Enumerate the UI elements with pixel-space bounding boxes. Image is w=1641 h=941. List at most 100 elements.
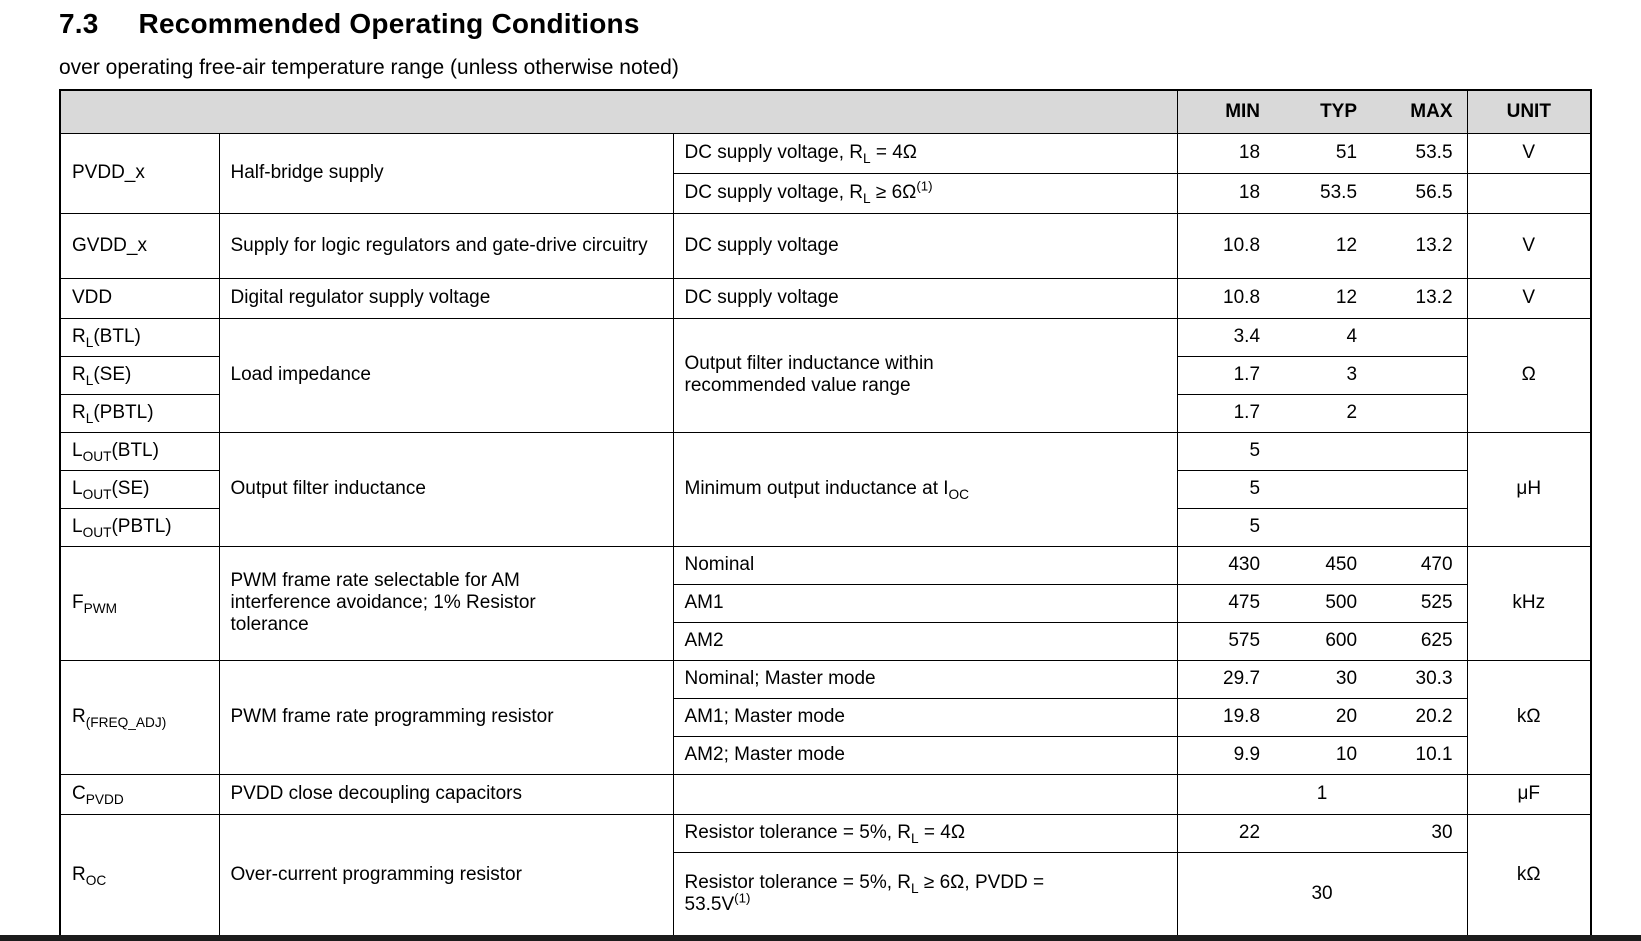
description-cell: PWM frame rate programming resistor [218, 659, 674, 775]
max-value-cell: 13.2 [1371, 212, 1468, 279]
table-row: RL(BTL) Load impedance Output filter ind… [59, 317, 1592, 433]
symbol-cell: PVDD_x [59, 132, 220, 214]
description-cell: PVDD close decoupling capacitors [218, 773, 674, 815]
max-value-cell: 525 [1371, 583, 1468, 623]
page-title: Recommended Operating Conditions [138, 8, 640, 39]
description-cell: Load impedance [218, 317, 674, 433]
min-value-cell: 5 [1177, 469, 1275, 509]
header-max: MAX [1371, 89, 1468, 134]
symbol-cell: LOUT(BTL) [59, 431, 220, 471]
description-cell: Half-bridge supply [218, 132, 674, 214]
max-value-cell: 470 [1371, 545, 1468, 585]
min-value-cell: 430 [1177, 545, 1275, 585]
condition-cell: Nominal [672, 545, 1178, 585]
unit-cell: kΩ [1466, 813, 1592, 937]
table-row: LOUT(SE) 5 [59, 469, 1591, 509]
symbol-cell: VDD [59, 277, 220, 319]
section-heading: 7.3 Recommended Operating Conditions [59, 8, 640, 40]
table-row: VDD Digital regulator supply voltage DC … [59, 277, 1592, 319]
symbol-cell: LOUT(SE) [59, 469, 220, 509]
min-value-cell: 22 [1177, 813, 1275, 853]
min-value-cell: 5 [1177, 507, 1275, 547]
table-row: Resistor tolerance = 5%, RL ≥ 6Ω, PVDD =… [60, 851, 1591, 937]
min-value-cell: 1.7 [1177, 355, 1275, 395]
max-value-cell: 30.3 [1371, 659, 1468, 699]
typ-value-cell: 500 [1274, 583, 1372, 623]
max-value-cell [1371, 431, 1468, 471]
typ-value-cell: 53.5 [1274, 172, 1372, 214]
condition-cell: Resistor tolerance = 5%, RL ≥ 6Ω, PVDD =… [672, 851, 1178, 937]
symbol-cell: LOUT(PBTL) [59, 507, 220, 547]
max-value-cell: 53.5 [1371, 132, 1468, 174]
section-number: 7.3 [59, 8, 99, 39]
condition-cell: AM2 [672, 621, 1178, 661]
unit-cell: μF [1466, 773, 1592, 815]
description-text: PWM frame rate selectable for AM interfe… [230, 570, 536, 635]
description-cell: Over-current programming resistor [218, 813, 674, 937]
unit-cell: Ω [1466, 317, 1592, 433]
min-value-cell: 19.8 [1177, 697, 1275, 737]
unit-cell: V [1466, 132, 1592, 174]
condition-cell: Resistor tolerance = 5%, RL = 4Ω [672, 813, 1178, 853]
condition-cell: Nominal; Master mode [672, 659, 1178, 699]
description-cell: Output filter inductance [218, 431, 674, 547]
typ-value-cell: 2 [1274, 393, 1372, 433]
symbol-cell: R(FREQ_ADJ) [59, 659, 220, 775]
condition-cell [672, 773, 1178, 815]
min-value-cell: 9.9 [1177, 735, 1275, 775]
max-value-cell [1371, 507, 1468, 547]
typ-value-cell: 1 [1177, 773, 1468, 815]
table-row: RL(SE) 1.7 3 [59, 355, 1591, 395]
symbol-cell: FPWM [59, 545, 220, 661]
table-row: AM2 575 600 625 [60, 621, 1591, 661]
unit-cell: kΩ [1466, 659, 1592, 775]
header-unit: UNIT [1466, 89, 1592, 134]
condition-text: Resistor tolerance = 5%, RL ≥ 6Ω, PVDD =… [684, 871, 1045, 915]
unit-cell: μH [1466, 431, 1592, 547]
symbol-cell: RL(SE) [59, 355, 220, 395]
condition-cell: DC supply voltage, RL = 4Ω [672, 132, 1178, 174]
page-subtitle: over operating free-air temperature rang… [59, 56, 679, 79]
table-header-row: MIN TYP MAX UNIT [59, 89, 1592, 134]
typ-value-cell [1274, 813, 1372, 853]
header-typ: TYP [1274, 89, 1372, 134]
symbol-cell: CPVDD [59, 773, 220, 815]
condition-cell: Output filter inductance within recommen… [672, 317, 1178, 433]
symbol-cell: RL(PBTL) [59, 393, 220, 433]
max-value-cell: 10.1 [1371, 735, 1468, 775]
typ-value-cell: 12 [1274, 277, 1372, 319]
unit-cell [1466, 172, 1592, 214]
typ-value-cell: 10 [1274, 735, 1372, 775]
condition-cell: DC supply voltage, RL ≥ 6Ω(1) [672, 172, 1178, 214]
table-row: ROC Over-current programming resistor Re… [59, 813, 1592, 937]
table-row: LOUT(PBTL) 5 [59, 507, 1591, 547]
condition-cell: AM2; Master mode [672, 735, 1178, 775]
max-value-cell [1371, 469, 1468, 509]
typ-value-cell [1274, 431, 1372, 471]
unit-cell: kHz [1466, 545, 1592, 661]
min-value-cell: 3.4 [1177, 317, 1275, 357]
min-value-cell: 5 [1177, 431, 1275, 471]
condition-cell: DC supply voltage [672, 212, 1178, 279]
condition-cell: AM1 [672, 583, 1178, 623]
min-value-cell: 18 [1177, 132, 1275, 174]
typ-value-cell: 450 [1274, 545, 1372, 585]
symbol-cell: GVDD_x [59, 212, 220, 279]
header-min: MIN [1177, 89, 1275, 134]
typ-value-cell: 51 [1274, 132, 1372, 174]
table-row: LOUT(BTL) Output filter inductance Minim… [59, 431, 1592, 547]
typ-value-cell: 30 [1274, 659, 1372, 699]
max-value-cell [1371, 393, 1468, 433]
unit-cell: V [1466, 277, 1592, 319]
table-row: PVDD_x Half-bridge supply DC supply volt… [59, 132, 1592, 214]
table-row: RL(PBTL) 1.7 2 [59, 393, 1591, 433]
typ-value-cell: 4 [1274, 317, 1372, 357]
min-value-cell: 18 [1177, 172, 1275, 214]
table-row: DC supply voltage, RL ≥ 6Ω(1) 18 53.5 56… [60, 172, 1592, 214]
min-value-cell: 475 [1177, 583, 1275, 623]
table-row: AM1 475 500 525 [60, 583, 1591, 623]
condition-cell: DC supply voltage [672, 277, 1178, 319]
description-cell: Digital regulator supply voltage [218, 277, 674, 319]
max-value-cell [1371, 355, 1468, 395]
table-row: AM1; Master mode 19.8 20 20.2 [60, 697, 1591, 737]
